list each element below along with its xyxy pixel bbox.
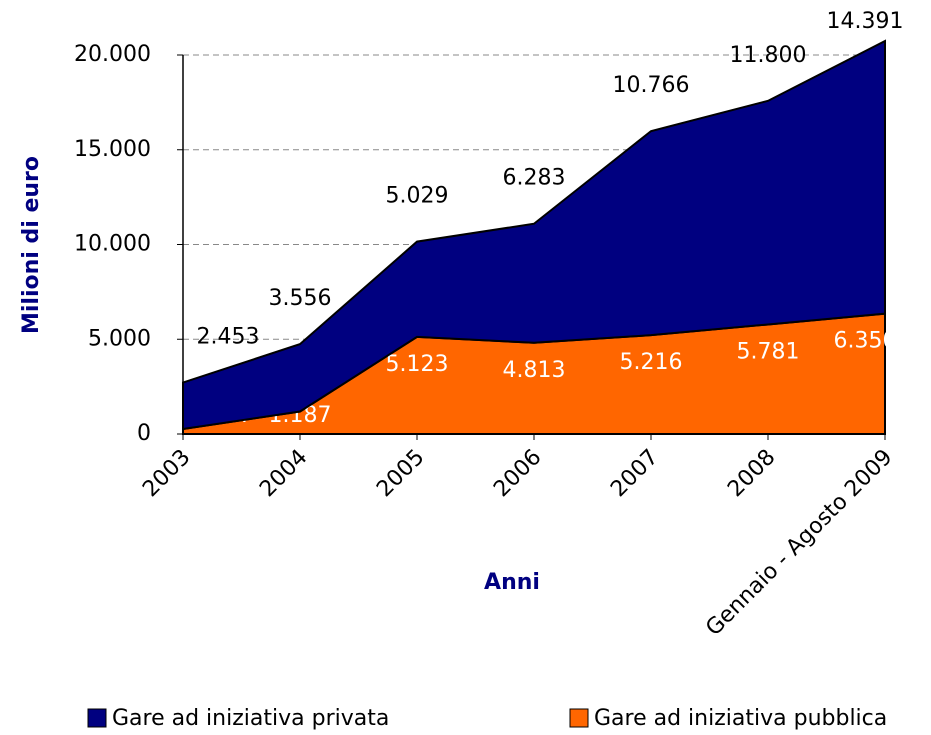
x-tick-label: Gennaio - Agosto 2009 xyxy=(701,445,897,641)
data-label: 6.283 xyxy=(503,166,566,191)
x-tick-label: 2007 xyxy=(606,445,663,502)
data-label: 5.781 xyxy=(737,339,800,364)
legend-swatch xyxy=(87,708,107,728)
data-label: 14.391 xyxy=(827,9,904,34)
y-tick-label: 0 xyxy=(137,421,151,446)
data-label: 5.216 xyxy=(620,350,683,375)
data-label: 5.123 xyxy=(386,352,449,377)
x-tick-label: 2003 xyxy=(138,445,195,502)
data-label: 10.766 xyxy=(613,73,690,98)
legend-label: Gare ad iniziativa privata xyxy=(112,706,389,731)
x-tick-label: 2006 xyxy=(489,445,546,502)
data-label: 3.556 xyxy=(269,286,332,311)
data-label: 4.813 xyxy=(503,358,566,383)
data-label: 5.029 xyxy=(386,184,449,209)
x-tick-label: 2004 xyxy=(255,445,312,502)
area xyxy=(182,39,886,431)
legend-swatch xyxy=(569,708,589,728)
data-label: 2.453 xyxy=(197,325,260,350)
data-label: 11.800 xyxy=(730,43,807,68)
data-label: 6.350 xyxy=(834,329,897,354)
y-tick-label: 10.000 xyxy=(74,232,151,257)
x-tick-label: 2005 xyxy=(372,445,429,502)
y-tick-label: 15.000 xyxy=(74,137,151,162)
x-tick-label: 2008 xyxy=(723,445,780,502)
y-tick-label: 5.000 xyxy=(88,326,151,351)
x-axis-title: Anni xyxy=(484,570,540,595)
legend-label: Gare ad iniziativa pubblica xyxy=(594,706,887,731)
y-tick-label: 20.000 xyxy=(74,42,151,67)
y-axis-title: Milioni di euro xyxy=(19,156,44,334)
